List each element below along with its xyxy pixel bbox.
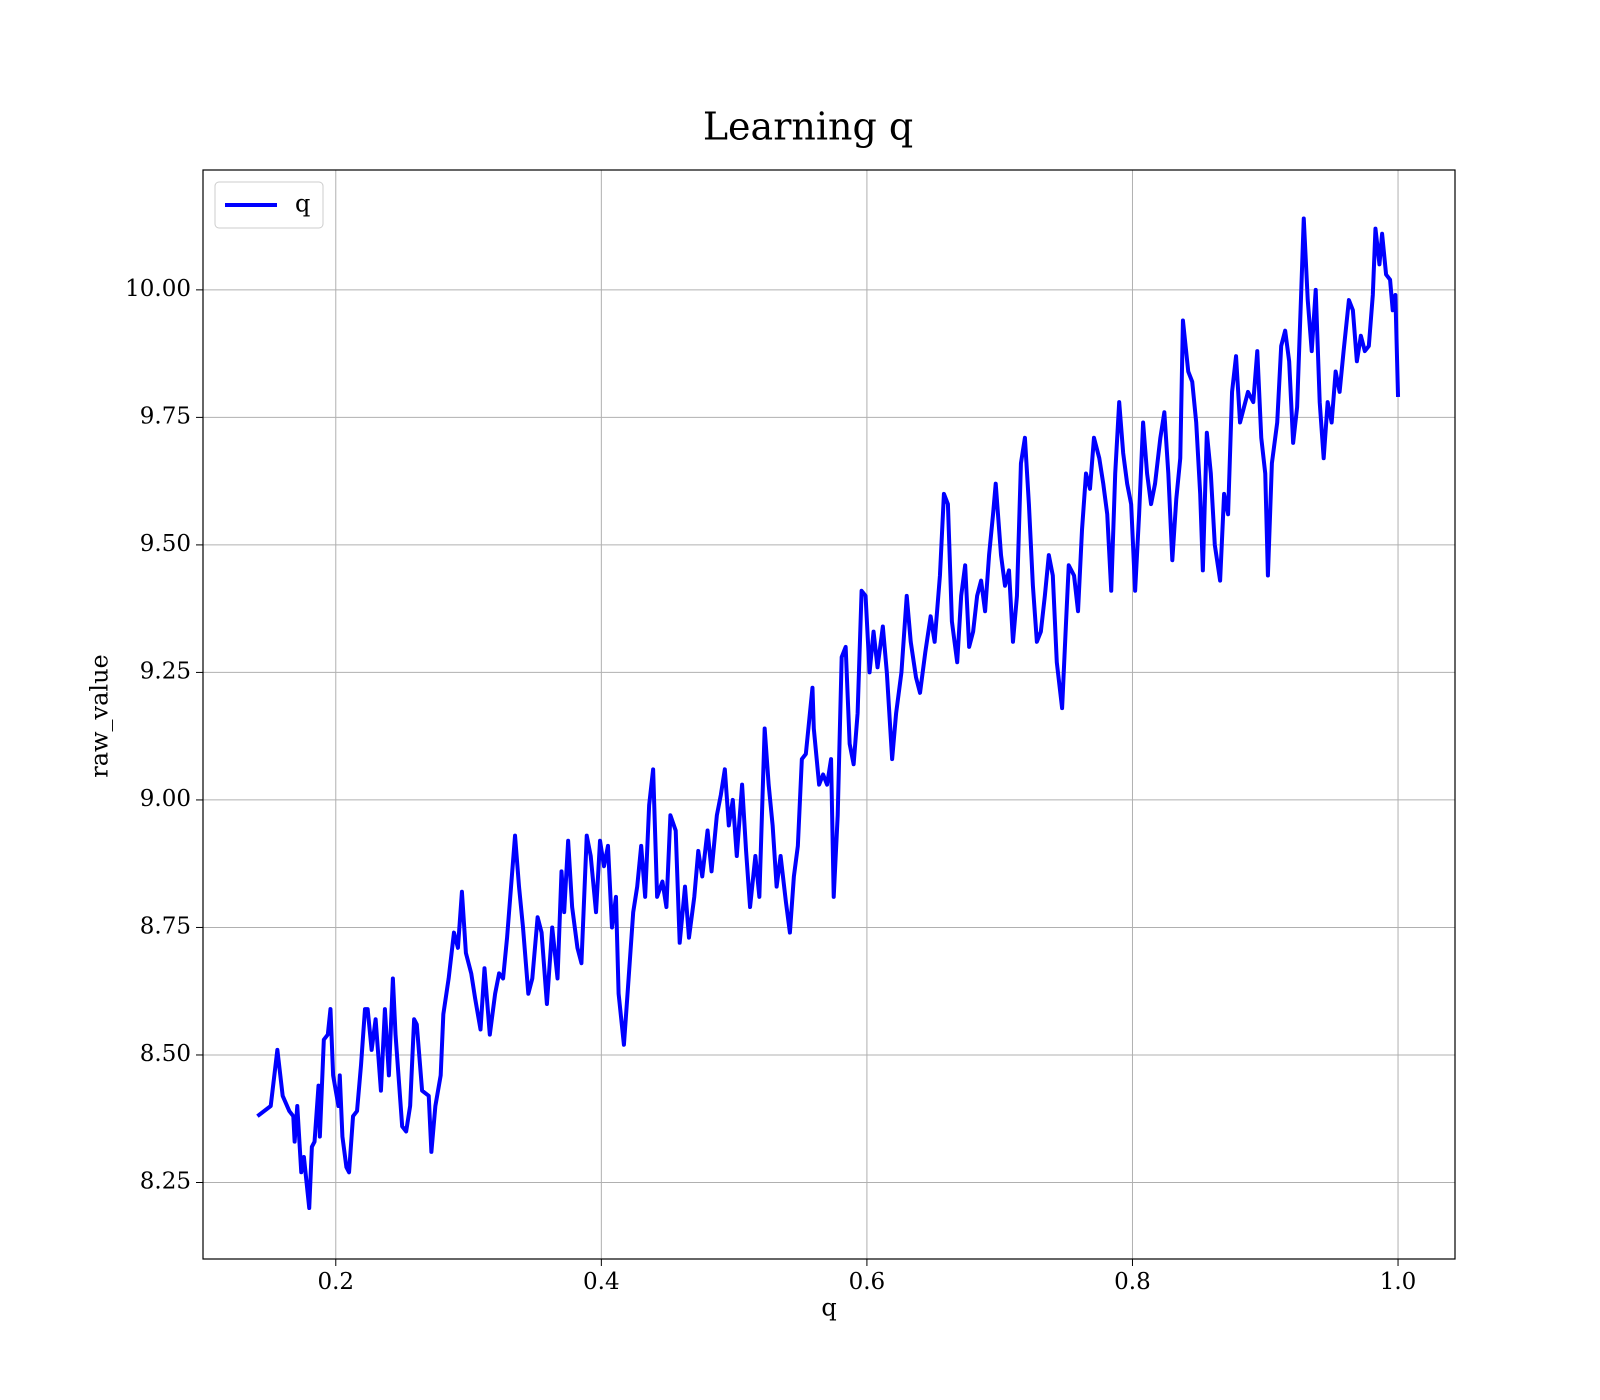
- y-axis-label: raw_value: [86, 654, 114, 778]
- x-tick-label: 0.2: [317, 1269, 354, 1295]
- legend-label: q: [295, 190, 310, 218]
- chart-title: Learning q: [703, 105, 913, 149]
- plot-frame: [202, 169, 1456, 1260]
- y-tick-label: 9.75: [140, 403, 191, 429]
- y-tick-label: 8.50: [140, 1041, 191, 1067]
- x-tick-label: 0.8: [1114, 1269, 1151, 1295]
- x-axis-label: q: [821, 1294, 836, 1322]
- x-tick-label: 0.6: [849, 1269, 886, 1295]
- line: [256, 216, 1401, 1210]
- y-tick-label: 9.00: [140, 786, 191, 812]
- x-tick-label: 0.4: [583, 1269, 620, 1295]
- x-tick-label: 1.0: [1380, 1269, 1417, 1295]
- y-tick-label: 9.50: [140, 531, 191, 557]
- y-tick-label: 9.25: [140, 658, 191, 684]
- y-tick-label: 10.00: [125, 276, 191, 302]
- y-tick-label: 8.25: [140, 1168, 191, 1194]
- y-tick-label: 8.75: [140, 913, 191, 939]
